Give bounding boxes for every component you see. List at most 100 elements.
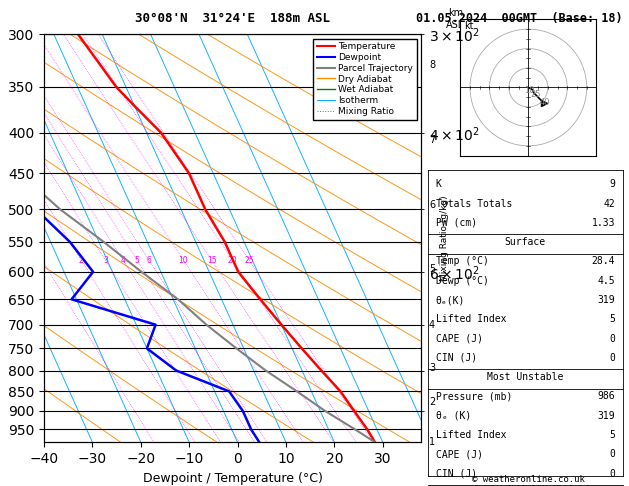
Text: 01.05.2024  00GMT  (Base: 18): 01.05.2024 00GMT (Base: 18) [416,12,623,25]
Parcel Trajectory [293,388,301,394]
Text: 4: 4 [121,256,126,265]
Parcel Trajectory [233,346,240,351]
Text: 5: 5 [609,430,615,440]
Parcel Trajectory [352,427,359,433]
Dewpoint [172,367,180,373]
Dewpoint [239,408,247,414]
Temperature [221,239,228,245]
Parcel Trajectory [174,296,182,302]
Line: Temperature: Temperature [78,34,375,442]
Text: 986: 986 [598,391,615,401]
Temperature [201,207,209,212]
Text: 3: 3 [103,256,108,265]
Temperature [371,439,379,445]
Text: 0: 0 [609,450,615,459]
Parcel Trajectory [371,439,379,445]
Dewpoint [32,207,40,212]
Text: Dewp (°C): Dewp (°C) [435,276,488,286]
Text: Lifted Index: Lifted Index [435,314,506,324]
Text: km
ASL: km ASL [446,8,465,30]
Text: PW (cm): PW (cm) [435,218,477,228]
Text: 10: 10 [525,87,535,95]
Text: 10: 10 [179,256,188,265]
Y-axis label: hPa: hPa [0,227,3,249]
Temperature [235,269,242,275]
Text: 6: 6 [429,200,435,210]
Text: 6: 6 [147,256,152,265]
Legend: Temperature, Dewpoint, Parcel Trajectory, Dry Adiabat, Wet Adiabat, Isotherm, Mi: Temperature, Dewpoint, Parcel Trajectory… [313,38,417,120]
Text: 25: 25 [244,256,254,265]
Temperature [113,84,120,90]
Text: Most Unstable: Most Unstable [487,372,564,382]
Text: 2: 2 [429,397,435,407]
Temperature [337,388,344,394]
Text: Totals Totals: Totals Totals [435,199,512,208]
Text: 40: 40 [540,98,550,107]
Text: CIN (J): CIN (J) [435,469,477,479]
Dewpoint [11,170,18,176]
Text: Surface: Surface [504,237,546,247]
Parcel Trajectory [100,239,108,245]
Text: K: K [435,179,442,189]
Text: 15: 15 [207,256,216,265]
Text: 0: 0 [609,353,615,363]
Temperature [131,103,138,109]
Temperature [157,130,165,136]
Text: 1.33: 1.33 [591,218,615,228]
Text: 5: 5 [609,314,615,324]
Parcel Trajectory [16,170,23,176]
Text: 319: 319 [598,295,615,305]
Temperature [257,296,264,302]
Dewpoint [225,388,233,394]
Dewpoint [68,296,75,302]
Text: 20: 20 [228,256,237,265]
Text: © weatheronline.co.uk: © weatheronline.co.uk [472,474,585,484]
Text: 8: 8 [429,60,435,69]
Text: 30°08'N  31°24'E  188m ASL: 30°08'N 31°24'E 188m ASL [135,12,330,25]
Temperature [364,427,371,433]
Temperature [318,367,325,373]
Text: 25: 25 [530,90,541,99]
X-axis label: Dewpoint / Temperature (°C): Dewpoint / Temperature (°C) [143,471,323,485]
Text: 42: 42 [603,199,615,208]
Text: 0: 0 [609,469,615,479]
Text: 0: 0 [609,333,615,344]
Text: 28.4: 28.4 [591,257,615,266]
Dewpoint [247,427,255,433]
Text: 5: 5 [135,256,140,265]
Line: Parcel Trajectory: Parcel Trajectory [0,34,375,442]
Text: Temp (°C): Temp (°C) [435,257,488,266]
Dewpoint [143,346,151,351]
Text: CAPE (J): CAPE (J) [435,450,482,459]
Text: 3: 3 [429,364,435,373]
Text: θₑ (K): θₑ (K) [435,411,470,421]
Text: Mixing Ratio (g/kg): Mixing Ratio (g/kg) [440,195,448,281]
Parcel Trajectory [321,408,329,414]
Temperature [350,408,358,414]
Text: Lifted Index: Lifted Index [435,430,506,440]
Parcel Trajectory [262,367,269,373]
Dewpoint [152,322,159,328]
Parcel Trajectory [138,269,145,275]
Temperature [277,322,285,328]
Parcel Trajectory [203,322,210,328]
Text: 4: 4 [429,320,435,330]
Text: CIN (J): CIN (J) [435,353,477,363]
Text: 4.5: 4.5 [598,276,615,286]
Dewpoint [89,269,97,275]
Text: 1: 1 [429,437,435,447]
Text: 319: 319 [598,411,615,421]
Dewpoint [66,239,74,245]
Text: θₑ(K): θₑ(K) [435,295,465,305]
Text: 7: 7 [429,135,435,144]
Parcel Trajectory [56,207,64,212]
Temperature [185,170,192,176]
Text: kt: kt [464,21,474,31]
Text: 5: 5 [429,264,435,274]
Text: 9: 9 [609,179,615,189]
Text: Pressure (mb): Pressure (mb) [435,391,512,401]
Text: CAPE (J): CAPE (J) [435,333,482,344]
Line: Dewpoint: Dewpoint [0,34,259,442]
Temperature [74,31,82,37]
Dewpoint [255,439,263,445]
